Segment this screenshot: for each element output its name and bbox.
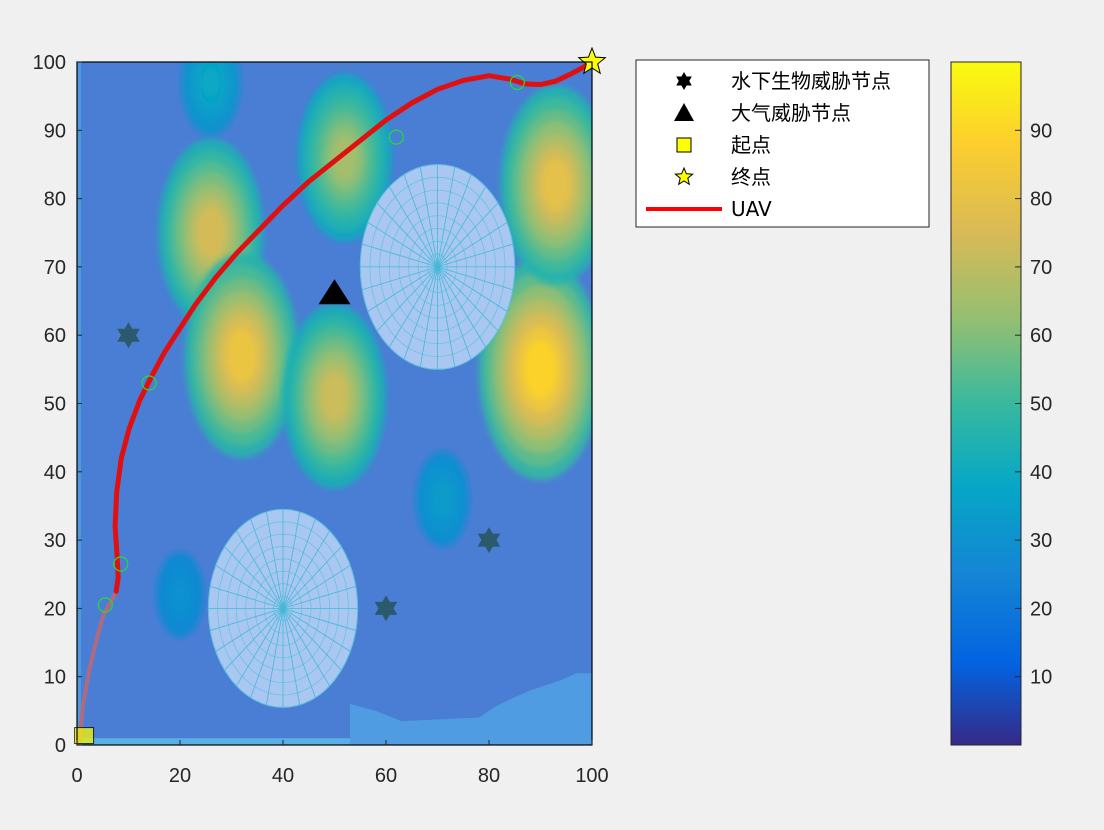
y-tick-label: 30 — [44, 530, 66, 552]
colorbar-tick-label: 70 — [1030, 257, 1052, 279]
legend-entry: UAV — [646, 197, 772, 221]
legend-entry: 起点 — [676, 133, 771, 157]
y-axis-ticks: 0 10 20 30 40 50 60 70 80 90 100 — [33, 52, 82, 757]
x-tick-label: 20 — [169, 765, 191, 787]
y-tick-label: 90 — [44, 120, 66, 142]
threat-peak — [283, 304, 386, 489]
y-tick-label: 40 — [44, 462, 66, 484]
uav-path-group — [74, 46, 607, 745]
legend-label: UAV — [731, 197, 772, 221]
threat-heatmap — [77, 62, 592, 745]
y-tick-label: 60 — [44, 325, 66, 347]
y-tick-label: 50 — [44, 394, 66, 416]
threat-peak — [478, 258, 592, 480]
legend-entry: 终点 — [674, 165, 771, 189]
y-tick-label: 70 — [44, 257, 66, 279]
colorbar-ticks: 10 20 30 40 50 60 70 80 90 — [1015, 120, 1052, 689]
y-tick-label: 10 — [44, 667, 66, 689]
colorbar-gradient — [950, 61, 1022, 746]
legend-label: 终点 — [731, 165, 771, 189]
threat-peak — [184, 253, 300, 459]
threat-peak — [155, 551, 205, 638]
legend-marker — [676, 137, 692, 153]
colorbar-tick-label: 10 — [1030, 667, 1052, 689]
colorbar-tick-label: 90 — [1030, 120, 1052, 142]
legend-marker — [676, 76, 692, 90]
underwater-threat-node — [477, 527, 501, 554]
legend-marker — [674, 166, 694, 186]
y-tick-label: 0 — [55, 735, 66, 757]
terrain-block — [349, 673, 592, 745]
threat-peak — [500, 85, 592, 285]
colorbar-tick-label: 60 — [1030, 325, 1052, 347]
dome-threat — [207, 508, 359, 708]
heatmap-axes: 0 20 40 60 80 100 0 10 20 30 40 50 60 70 80 90 100 — [33, 46, 609, 787]
y-tick-label: 80 — [44, 189, 66, 211]
colorbar-tick-label: 40 — [1030, 462, 1052, 484]
y-tick-label: 100 — [33, 52, 66, 74]
threat-markers — [117, 279, 501, 622]
colorbar-tick-label: 80 — [1030, 189, 1052, 211]
waypoint — [509, 74, 525, 91]
threat-peak — [415, 450, 470, 548]
underwater-threat-node — [374, 595, 398, 622]
waypoint — [97, 597, 113, 613]
legend-marker — [674, 103, 694, 121]
atmospheric-threat-node — [318, 279, 351, 305]
colorbar-tick-label: 50 — [1030, 394, 1052, 416]
start-marker — [74, 727, 95, 745]
x-tick-label: 60 — [375, 765, 397, 787]
waypoint — [141, 375, 157, 391]
dome-threat — [359, 163, 516, 370]
legend-label: 大气威胁节点 — [731, 101, 851, 125]
colorbar: 10 20 30 40 50 60 70 80 90 — [950, 61, 1052, 746]
colorbar-tick-label: 30 — [1030, 530, 1052, 552]
legend-entry: 水下生物威胁节点 — [676, 69, 891, 93]
uav-path-start-segment — [77, 589, 119, 744]
colorbar-tick-label: 20 — [1030, 598, 1052, 620]
ground-strip — [77, 738, 592, 745]
underwater-threat-node — [117, 322, 140, 349]
threat-peak — [181, 62, 241, 136]
x-tick-label: 100 — [575, 765, 608, 787]
y-tick-label: 20 — [44, 598, 66, 620]
legend-label: 起点 — [731, 133, 771, 157]
legend-entry: 大气威胁节点 — [674, 101, 851, 125]
waypoint — [113, 556, 129, 572]
threat-peak — [297, 73, 392, 242]
dome-threats — [207, 163, 516, 708]
x-axis-ticks: 0 20 40 60 80 100 — [71, 740, 609, 787]
x-tick-label: 40 — [272, 765, 294, 787]
x-tick-label: 80 — [478, 765, 500, 787]
waypoint — [388, 129, 404, 145]
uav-path — [112, 59, 595, 594]
x-tick-label: 0 — [71, 765, 82, 787]
legend-label: 水下生物威胁节点 — [731, 69, 891, 93]
